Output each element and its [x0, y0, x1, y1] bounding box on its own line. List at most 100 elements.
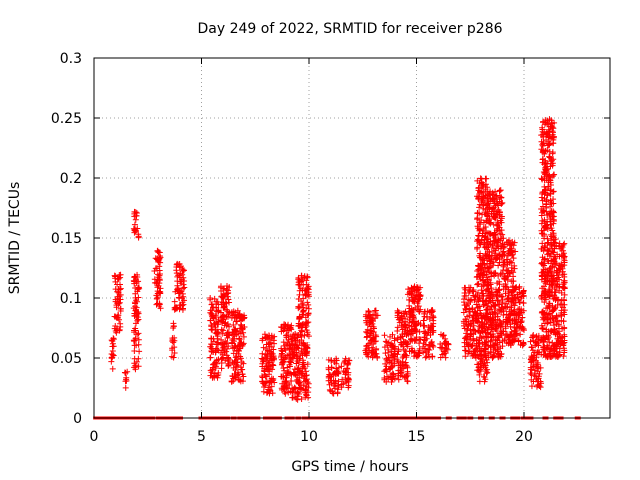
data-point: [540, 334, 547, 341]
data-point: [367, 337, 374, 344]
data-point: [110, 343, 117, 350]
data-point: [134, 310, 141, 317]
data-point: [131, 364, 138, 371]
data-point: [492, 310, 499, 317]
data-point: [387, 364, 394, 371]
data-point: [481, 301, 488, 308]
data-point: [132, 320, 139, 327]
data-point: [494, 316, 501, 323]
data-point: [542, 353, 549, 360]
data-point: [475, 193, 482, 200]
data-point: [404, 343, 411, 350]
data-point: [469, 305, 476, 312]
data-point: [527, 356, 534, 363]
data-point: [334, 370, 341, 377]
data-point: [507, 270, 514, 277]
data-point: [561, 339, 568, 346]
data-point: [488, 210, 495, 217]
data-point: [220, 295, 227, 302]
data-point: [476, 340, 483, 347]
data-point: [491, 252, 498, 259]
data-point: [372, 338, 379, 345]
data-point: [112, 322, 119, 329]
data-point: [479, 318, 486, 325]
data-point: [238, 359, 245, 366]
data-point: [238, 322, 245, 329]
data-point: [500, 248, 507, 255]
data-point: [421, 313, 428, 320]
data-point: [502, 332, 509, 339]
data-point: [394, 328, 401, 335]
data-point: [490, 333, 497, 340]
data-point: [478, 356, 485, 363]
data-point: [508, 245, 515, 252]
data-point: [304, 329, 311, 336]
data-point: [135, 355, 142, 362]
data-point: [283, 372, 290, 379]
data-point: [157, 254, 164, 261]
data-point: [338, 384, 345, 391]
data-point: [282, 354, 289, 361]
data-point: [476, 239, 483, 246]
data-point: [155, 249, 162, 256]
data-point: [551, 286, 558, 292]
data-point: [298, 396, 305, 403]
data-point: [264, 347, 271, 354]
data-point: [539, 141, 546, 148]
data-point: [515, 337, 522, 344]
data-point: [220, 327, 227, 334]
data-point: [294, 396, 301, 403]
data-point: [554, 296, 561, 303]
data-point: [430, 314, 437, 321]
data-point: [556, 333, 563, 340]
data-point: [467, 284, 474, 291]
data-point: [506, 259, 513, 266]
data-point: [503, 256, 510, 263]
data-point: [485, 253, 492, 260]
data-point: [485, 218, 492, 225]
data-point: [225, 343, 232, 350]
data-point: [223, 348, 230, 355]
data-point: [394, 356, 401, 363]
data-point: [504, 268, 511, 275]
data-point: [402, 324, 409, 331]
data-point: [500, 259, 507, 266]
data-point: [510, 242, 517, 249]
data-point: [470, 288, 477, 295]
data-point: [152, 265, 159, 272]
data-point: [504, 318, 511, 325]
data-point: [551, 119, 558, 126]
data-point: [512, 336, 519, 343]
data-point: [302, 287, 309, 294]
data-point: [416, 345, 423, 352]
data-point: [479, 183, 486, 190]
data-point: [536, 370, 543, 377]
data-point: [462, 292, 469, 299]
data-point: [342, 355, 349, 362]
x-tick-label: 5: [197, 429, 206, 445]
data-point: [482, 345, 489, 352]
data-point: [363, 334, 370, 341]
data-point: [428, 308, 435, 315]
data-point: [542, 244, 549, 251]
data-point: [489, 195, 496, 202]
data-point: [470, 326, 477, 333]
data-point: [219, 351, 226, 358]
data-point: [327, 377, 334, 384]
data-point: [501, 336, 508, 343]
data-point: [539, 124, 546, 131]
data-point: [224, 345, 231, 352]
data-point: [440, 348, 447, 355]
data-point: [546, 172, 553, 179]
y-tick-label: 0.25: [51, 111, 82, 127]
data-point: [364, 329, 371, 336]
data-point: [259, 358, 266, 365]
data-point: [208, 369, 215, 376]
data-point: [209, 366, 216, 373]
data-point: [540, 227, 547, 234]
data-point: [541, 235, 548, 242]
data-point: [328, 357, 335, 364]
data-point: [543, 333, 550, 340]
data-point: [173, 305, 180, 312]
